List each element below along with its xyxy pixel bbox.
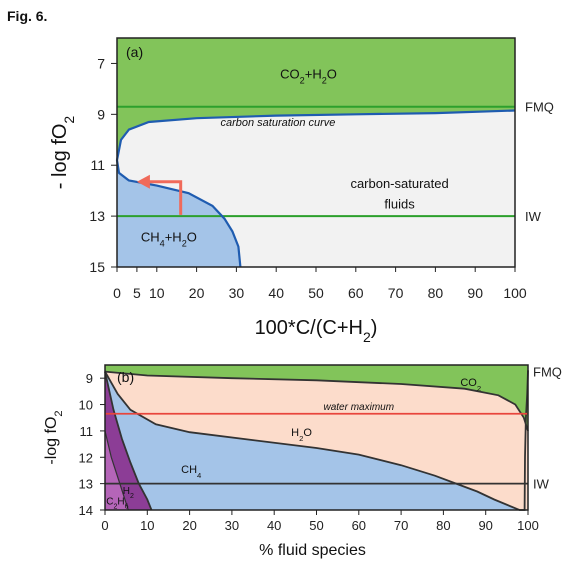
co2-h2o-boundary [104,370,529,432]
co2-label: CO2 [460,377,481,393]
y-tick-label: 14 [79,503,93,518]
x-tick-label: 0 [101,518,108,533]
c2h6-label: C2H6 [106,497,128,511]
h2o-label: H2O [291,427,312,443]
x-tick-label: 60 [352,518,366,533]
x-tick-label: 90 [467,285,483,301]
x-axis-title: % fluid species [259,542,366,559]
h2-c2h6-boundary [104,430,129,511]
h2o-ch4-boundary [104,370,529,511]
x-tick-label: 50 [308,285,324,301]
x-tick-label: 30 [229,285,245,301]
x-tick-label: 40 [267,518,281,533]
ch4-region [105,371,520,510]
y-axis-title: - log fO2 [49,116,77,190]
co2-h2o-label: CO2+H2O [280,67,337,86]
y-tick-label: 13 [79,477,93,492]
x-tick-label: 90 [478,518,492,533]
reference-label-fmq: FMQ [533,365,562,380]
y-tick-label: 9 [86,371,93,386]
x-tick-label: 0 [113,285,121,301]
x-tick-label: 70 [394,518,408,533]
panel-a: FMQ IW carbon saturation curve CO2+H2O CH4+H… [49,37,554,345]
ch4-h2o-label: CH4+H2O [141,230,197,249]
x-tick-label: 40 [268,285,284,301]
arrow-head [136,174,150,189]
arrow-shaft [146,180,183,215]
x-tick-label: 80 [428,285,444,301]
panel-label: (b) [117,369,134,385]
reference-label-iw: IW [525,209,542,224]
y-tick-label: 13 [89,208,105,224]
y-tick-label: 10 [79,398,93,413]
x-tick-label: 5 [133,285,141,301]
x-tick-label: 10 [149,285,165,301]
c2h6-region [105,430,129,510]
fluids-label-line1: carbon-saturated [350,176,448,191]
x-tick-label: 20 [182,518,196,533]
x-tick-label: 60 [348,285,364,301]
ch4-h2-boundary [104,371,153,511]
y-tick-label: 11 [80,424,94,439]
reference-label-fmq: FMQ [525,100,554,115]
y-tick-label: 15 [89,259,105,275]
x-tick-label: 100 [503,285,527,301]
x-tick-label: 100 [517,518,539,533]
curve-label: carbon saturation curve [220,117,335,129]
h2-label: H2 [123,486,134,500]
x-tick-label: 10 [140,518,154,533]
water-maximum-label: water maximum [324,402,395,413]
x-tick-label: 70 [388,285,404,301]
x-tick-label: 30 [225,518,239,533]
panel-label: (a) [126,44,143,60]
x-tick-label: 50 [309,518,323,533]
ch4-label: CH4 [181,464,202,480]
y-tick-label: 7 [97,55,105,71]
y-tick-label: 12 [79,450,93,465]
x-axis-title: 100*C/(C+H2) [255,317,378,345]
y-tick-label: 11 [90,157,105,173]
co2-band [117,106,515,161]
figure-label: Fig. 6. [7,8,48,24]
reference-label-iw: IW [533,477,550,492]
fluids-label-line2: fluids [384,196,415,211]
x-tick-label: 80 [436,518,450,533]
x-tick-label: 20 [189,285,205,301]
co2-region [117,38,515,107]
carbon-saturation-curve [115,109,516,268]
y-axis-title: -log fO2 [43,410,65,464]
y-tick-label: 9 [97,106,105,122]
